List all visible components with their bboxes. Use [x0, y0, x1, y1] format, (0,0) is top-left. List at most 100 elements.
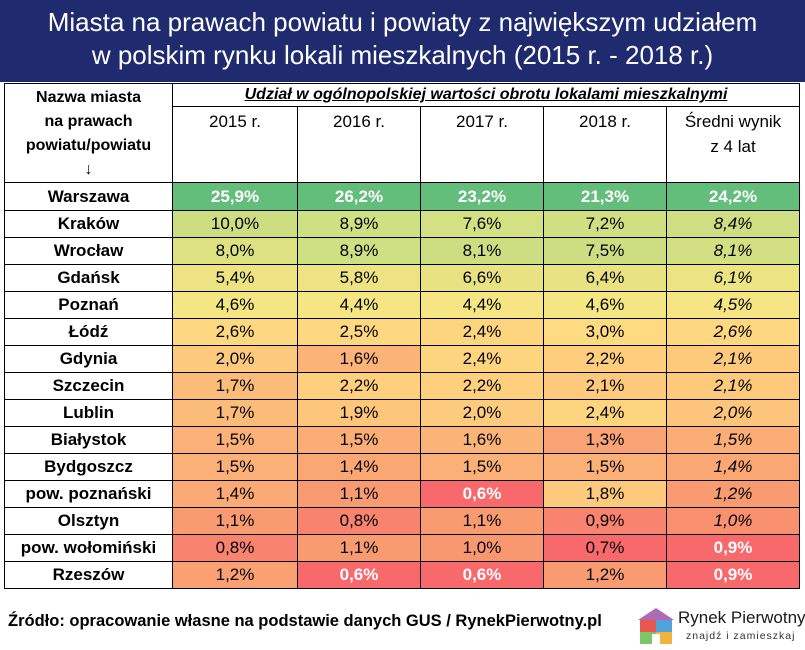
- city-name-cell: pow. poznański: [4, 480, 173, 508]
- value-cell: 0,6%: [420, 561, 544, 589]
- value-cell: 4,4%: [297, 291, 421, 319]
- value-cell: 8,0%: [172, 237, 298, 265]
- average-cell: 1,2%: [666, 480, 800, 508]
- city-name-cell: Szczecin: [4, 372, 173, 400]
- table-row: Poznań 4,6% 4,4% 4,4% 4,6% 4,5%: [4, 291, 800, 319]
- city-name-cell: Warszawa: [4, 182, 173, 211]
- table-row: Białystok 1,5% 1,5% 1,6% 1,3% 1,5%: [4, 426, 800, 454]
- value-cell: 1,7%: [172, 399, 298, 427]
- value-cell: 2,4%: [420, 318, 544, 346]
- table-row: Szczecin 1,7% 2,2% 2,2% 2,1% 2,1%: [4, 372, 800, 400]
- value-cell: 1,7%: [172, 372, 298, 400]
- value-cell: 6,6%: [420, 264, 544, 292]
- city-name-cell: Bydgoszcz: [4, 453, 173, 481]
- house-puzzle-icon: [638, 608, 674, 644]
- average-cell: 2,0%: [666, 399, 800, 427]
- average-cell: 1,5%: [666, 426, 800, 454]
- value-cell: 8,9%: [297, 237, 421, 265]
- value-cell: 4,6%: [543, 291, 667, 319]
- value-cell: 0,7%: [543, 534, 667, 562]
- value-cell: 2,4%: [420, 345, 544, 373]
- share-table: Nazwa miasta na prawach powiatu/powiatu …: [4, 82, 800, 589]
- average-cell: 24,2%: [666, 182, 800, 211]
- city-name-cell: Lublin: [4, 399, 173, 427]
- city-name-cell: Gdynia: [4, 345, 173, 373]
- average-cell: 8,1%: [666, 237, 800, 265]
- average-cell: 2,6%: [666, 318, 800, 346]
- value-cell: 1,1%: [297, 480, 421, 508]
- table-row: Łódź 2,6% 2,5% 2,4% 3,0% 2,6%: [4, 318, 800, 346]
- value-cell: 26,2%: [297, 182, 421, 211]
- average-cell: 1,4%: [666, 453, 800, 481]
- value-cell: 2,4%: [543, 399, 667, 427]
- value-cell: 1,5%: [297, 426, 421, 454]
- value-cell: 1,6%: [420, 426, 544, 454]
- value-cell: 5,8%: [297, 264, 421, 292]
- value-cell: 0,6%: [420, 480, 544, 508]
- value-cell: 6,4%: [543, 264, 667, 292]
- table-row: Rzeszów 1,2% 0,6% 0,6% 1,2% 0,9%: [4, 561, 800, 589]
- value-cell: 5,4%: [172, 264, 298, 292]
- value-cell: 1,5%: [543, 453, 667, 481]
- column-header-2015: 2015 r.: [172, 106, 298, 183]
- value-cell: 2,6%: [172, 318, 298, 346]
- city-name-cell: Kraków: [4, 210, 173, 238]
- value-cell: 1,3%: [543, 426, 667, 454]
- table-row: Bydgoszcz 1,5% 1,4% 1,5% 1,5% 1,4%: [4, 453, 800, 481]
- city-name-cell: Łódź: [4, 318, 173, 346]
- value-cell: 25,9%: [172, 182, 298, 211]
- table-row: Gdynia 2,0% 1,6% 2,4% 2,2% 2,1%: [4, 345, 800, 373]
- value-cell: 1,1%: [420, 507, 544, 535]
- value-cell: 2,5%: [297, 318, 421, 346]
- average-cell: 2,1%: [666, 345, 800, 373]
- value-cell: 23,2%: [420, 182, 544, 211]
- average-cell: 6,1%: [666, 264, 800, 292]
- table-row: pow. poznański 1,4% 1,1% 0,6% 1,8% 1,2%: [4, 480, 800, 508]
- value-cell: 10,0%: [172, 210, 298, 238]
- average-cell: 0,9%: [666, 534, 800, 562]
- value-cell: 1,4%: [172, 480, 298, 508]
- value-cell: 2,0%: [172, 345, 298, 373]
- value-cell: 3,0%: [543, 318, 667, 346]
- value-cell: 1,9%: [297, 399, 421, 427]
- value-cell: 1,5%: [420, 453, 544, 481]
- value-cell: 8,1%: [420, 237, 544, 265]
- value-cell: 0,8%: [297, 507, 421, 535]
- value-cell: 7,2%: [543, 210, 667, 238]
- title-line-2: w polskim rynku lokali mieszkalnych (201…: [91, 40, 714, 70]
- value-cell: 1,5%: [172, 453, 298, 481]
- table-row: Lublin 1,7% 1,9% 2,0% 2,4% 2,0%: [4, 399, 800, 427]
- city-name-cell: pow. wołomiński: [4, 534, 173, 562]
- column-header-2018: 2018 r.: [543, 106, 667, 183]
- value-cell: 0,6%: [297, 561, 421, 589]
- city-name-cell: Poznań: [4, 291, 173, 319]
- value-cell: 0,9%: [543, 507, 667, 535]
- column-header-name: Nazwa miasta na prawach powiatu/powiatu …: [4, 83, 173, 183]
- table-row: Kraków 10,0% 8,9% 7,6% 7,2% 8,4%: [4, 210, 800, 238]
- value-cell: 1,4%: [297, 453, 421, 481]
- logo-tagline: znajdź i zamieszkaj: [686, 630, 796, 642]
- table-row: Warszawa 25,9% 26,2% 23,2% 21,3% 24,2%: [4, 182, 800, 211]
- value-cell: 7,5%: [543, 237, 667, 265]
- value-cell: 1,2%: [543, 561, 667, 589]
- value-cell: 2,2%: [297, 372, 421, 400]
- down-arrow-icon: ↓: [84, 161, 93, 178]
- logo-name: Rynek Pierwotny: [678, 608, 805, 627]
- value-cell: 2,2%: [420, 372, 544, 400]
- average-cell: 8,4%: [666, 210, 800, 238]
- brand-logo: Rynek Pierwotny znajdź i zamieszkaj: [636, 606, 805, 650]
- value-cell: 8,9%: [297, 210, 421, 238]
- column-header-average: Średni wynik z 4 lat: [666, 106, 800, 183]
- title-line-1: Miasta na prawach powiatu i powiaty z na…: [47, 7, 758, 37]
- city-name-cell: Białystok: [4, 426, 173, 454]
- value-cell: 0,8%: [172, 534, 298, 562]
- value-cell: 1,2%: [172, 561, 298, 589]
- value-cell: 1,1%: [172, 507, 298, 535]
- value-cell: 1,8%: [543, 480, 667, 508]
- title-banner: Miasta na prawach powiatu i powiaty z na…: [0, 0, 805, 82]
- value-cell: 21,3%: [543, 182, 667, 211]
- column-header-2017: 2017 r.: [420, 106, 544, 183]
- value-cell: 1,6%: [297, 345, 421, 373]
- city-name-cell: Wrocław: [4, 237, 173, 265]
- city-name-cell: Rzeszów: [4, 561, 173, 589]
